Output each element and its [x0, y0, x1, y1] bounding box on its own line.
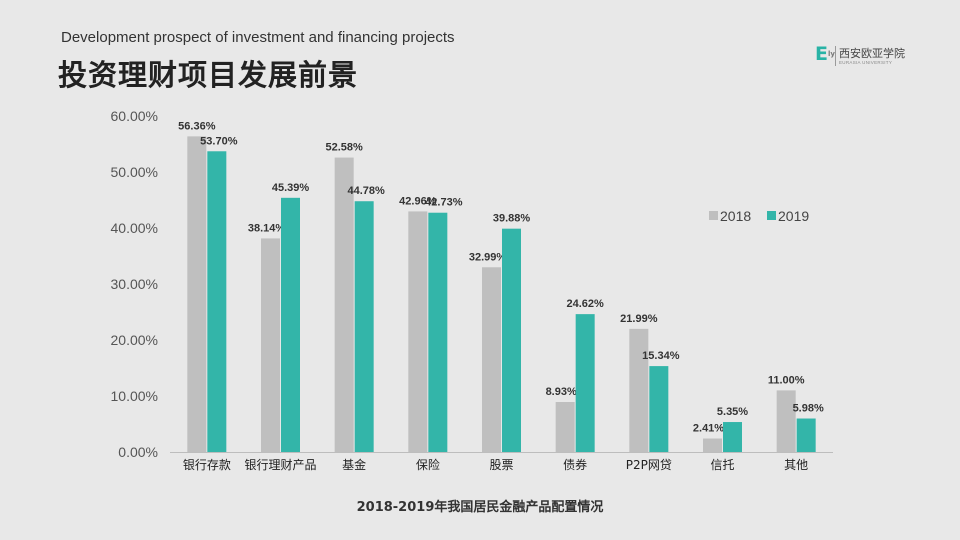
bar-2019 — [281, 197, 300, 452]
data-label-2019: 42.73% — [425, 197, 463, 209]
logo-subname: EURASIA UNIVERSITY — [839, 60, 893, 65]
data-label-2018: 8.93% — [546, 386, 577, 398]
bar-2019 — [354, 201, 374, 452]
data-label-2018: 2.41% — [693, 423, 724, 435]
y-tick-label: 10.00% — [111, 388, 158, 404]
y-tick-label: 60.00% — [111, 108, 158, 124]
x-category-label: 债券 — [563, 457, 587, 472]
slide-title: 投资理财项目发展前景 — [58, 58, 359, 92]
x-category-label: 保险 — [416, 457, 440, 472]
y-tick-label: 50.00% — [111, 164, 158, 180]
bar-2018 — [261, 238, 280, 452]
x-category-label: 股票 — [489, 458, 513, 472]
data-label-2018: 11.00% — [768, 374, 805, 386]
x-category-label: 银行理财产品 — [244, 458, 316, 472]
bar-2019 — [575, 314, 595, 452]
data-label-2019: 24.62% — [567, 298, 605, 310]
legend-swatch-2018 — [709, 211, 718, 220]
legend-label-2019: 2019 — [778, 208, 809, 224]
bar-2018 — [408, 211, 428, 452]
legend-label-2018: 2018 — [720, 208, 751, 224]
data-label-2018: 42.96% — [399, 195, 437, 207]
x-category-label: 信托 — [710, 458, 734, 472]
data-label-2019: 53.70% — [200, 135, 238, 147]
chart-caption: 2018-2019年我国居民金融产品配置情况 — [356, 500, 604, 515]
data-label-2019: 5.98% — [793, 403, 824, 415]
y-tick-label: 40.00% — [111, 220, 158, 236]
bar-2019 — [428, 212, 448, 452]
y-tick-label: 30.00% — [111, 276, 158, 292]
x-category-label: P2P网贷 — [626, 458, 672, 472]
y-tick-label: 0.00% — [118, 444, 158, 460]
bar-2019 — [502, 228, 521, 452]
data-label-2019: 45.39% — [272, 182, 310, 194]
bar-2018 — [187, 136, 207, 452]
data-label-2018: 56.36% — [178, 120, 216, 132]
bar-2018 — [334, 157, 354, 452]
bar-2018 — [555, 401, 575, 452]
x-category-label: 银行存款 — [183, 458, 231, 472]
x-category-label: 其他 — [784, 458, 808, 472]
data-label-2018: 52.58% — [326, 142, 364, 154]
bar-2018 — [776, 390, 796, 452]
logo-name: 西安欧亚学院 — [839, 47, 905, 60]
y-tick-label: 20.00% — [111, 332, 158, 348]
data-label-2018: 21.99% — [620, 313, 658, 325]
data-label-2018: 32.99% — [469, 251, 507, 263]
x-category-label: 基金 — [342, 457, 366, 472]
data-label-2019: 44.78% — [348, 185, 386, 197]
legend-swatch-2019 — [767, 211, 776, 220]
bar-2018 — [703, 438, 722, 452]
slide-subtitle: Development prospect of investment and f… — [61, 29, 455, 46]
data-label-2019: 39.88% — [493, 213, 531, 225]
bar-2019 — [723, 422, 742, 452]
bar-2019 — [796, 418, 816, 452]
bar-2019 — [649, 366, 669, 452]
bar-2019 — [207, 151, 227, 452]
data-label-2018: 38.14% — [248, 222, 286, 234]
bar-2018 — [629, 328, 649, 452]
logo-divider — [835, 46, 836, 66]
data-label-2019: 5.35% — [717, 406, 748, 418]
data-label-2019: 15.34% — [642, 350, 680, 362]
bar-2018 — [482, 267, 501, 452]
university-logo: Ely 西安欧亚学院 EURASIA UNIVERSITY — [815, 45, 925, 69]
logo-mark-icon: Ely — [815, 43, 835, 65]
